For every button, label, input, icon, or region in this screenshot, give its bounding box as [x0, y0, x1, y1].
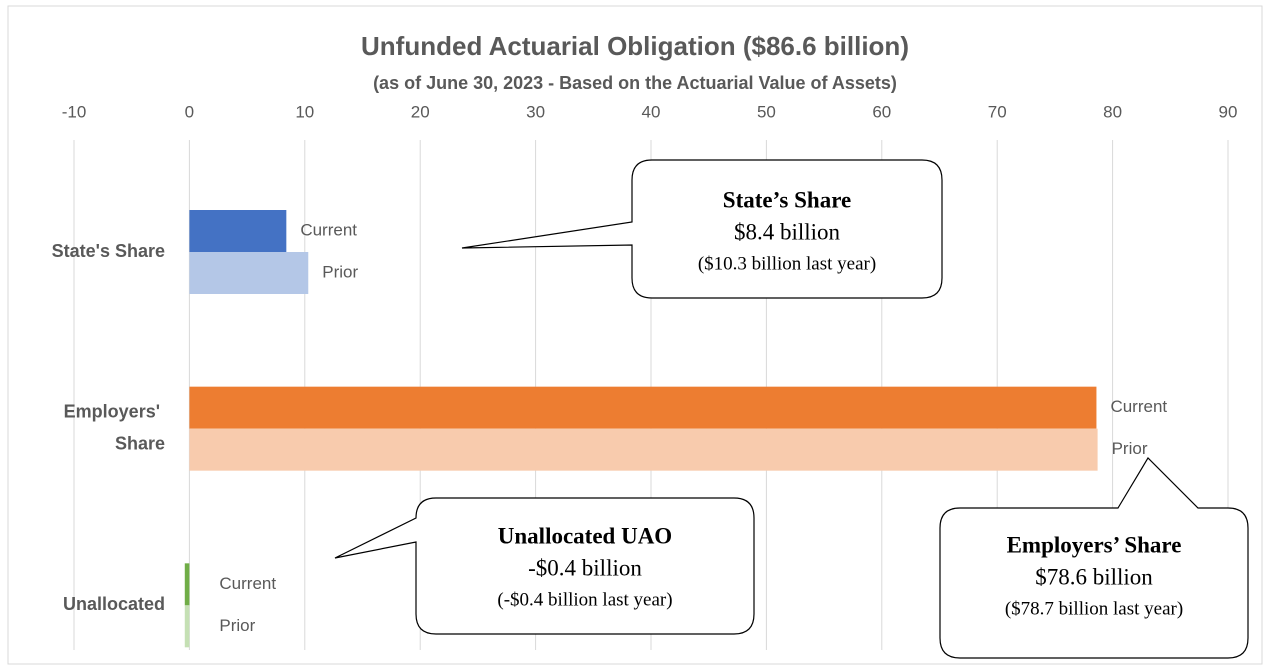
y-tick-label: Employers' Share: [64, 401, 165, 453]
annotation-text: State’s Share: [723, 187, 851, 212]
bar: [184, 563, 190, 606]
annotation-text: (-$0.4 billion last year): [497, 589, 672, 610]
x-tick-label: 80: [1103, 102, 1122, 121]
bar-label: Prior: [1112, 439, 1148, 458]
chart-title: Unfunded Actuarial Obligation ($86.6 bil…: [361, 31, 909, 61]
x-tick-label: 50: [757, 102, 776, 121]
annotation-text: $8.4 billion: [734, 219, 841, 244]
bar-label: Prior: [219, 616, 255, 635]
x-tick-label: 0: [185, 102, 194, 121]
bar-label: Current: [1110, 397, 1167, 416]
bar: [189, 210, 287, 252]
annotation-text: ($78.7 billion last year): [1005, 598, 1183, 619]
bar-label: Prior: [322, 262, 358, 281]
callout: [939, 457, 1249, 659]
x-tick-label: -10: [62, 102, 87, 121]
callout: [334, 497, 755, 635]
bar: [189, 386, 1097, 429]
bar-label: Current: [300, 220, 357, 239]
x-tick-label: 60: [872, 102, 891, 121]
annotation-text: -$0.4 billion: [528, 555, 642, 580]
x-tick-label: 20: [411, 102, 430, 121]
x-tick-label: 90: [1219, 102, 1238, 121]
chart-subtitle: (as of June 30, 2023 - Based on the Actu…: [373, 73, 897, 93]
x-tick-label: 40: [642, 102, 661, 121]
bar-label: Current: [219, 574, 276, 593]
bar: [184, 605, 190, 648]
annotation-text: Unallocated UAO: [498, 523, 672, 548]
annotation-text: Employers’ Share: [1007, 532, 1182, 557]
y-tick-label: State's Share: [52, 241, 165, 261]
y-tick-label: Unallocated: [63, 594, 165, 614]
x-tick-label: 30: [526, 102, 545, 121]
bar: [189, 252, 309, 294]
callout: [461, 159, 943, 299]
annotation-text: ($10.3 billion last year): [698, 253, 876, 274]
x-tick-label: 10: [295, 102, 314, 121]
annotation-text: $78.6 billion: [1035, 564, 1153, 589]
bars: [184, 210, 1098, 648]
x-tick-label: 70: [988, 102, 1007, 121]
bar: [189, 428, 1098, 471]
